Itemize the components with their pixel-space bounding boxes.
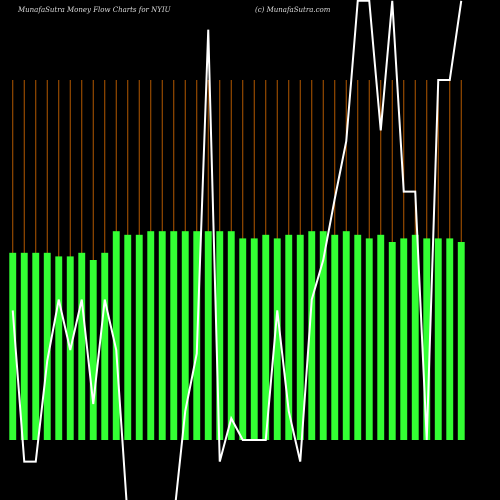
bar: [32, 252, 40, 440]
bar: [89, 260, 97, 440]
bar: [285, 234, 293, 440]
bar: [319, 231, 327, 440]
bar: [434, 238, 442, 440]
bar: [388, 242, 396, 440]
bar: [101, 252, 109, 440]
bar: [377, 234, 385, 440]
bar: [296, 234, 304, 440]
bar: [342, 231, 350, 440]
bar: [181, 231, 189, 440]
bar: [423, 238, 431, 440]
bar: [331, 234, 339, 440]
bar: [308, 231, 316, 440]
bar: [250, 238, 258, 440]
bar: [216, 231, 224, 440]
bar: [124, 234, 132, 440]
bar: [262, 234, 270, 440]
flow-line: [11, 0, 463, 500]
bar: [135, 234, 143, 440]
bar: [411, 234, 419, 440]
bar: [446, 238, 454, 440]
bar: [78, 252, 86, 440]
bar: [457, 242, 465, 440]
chart-title: MunafaSutra Money Flow Charts for NYIU: [17, 6, 172, 14]
plot: [9, 0, 465, 500]
bar: [273, 238, 281, 440]
bar: [239, 238, 247, 440]
bar: [55, 256, 63, 440]
bar: [227, 231, 235, 440]
chart-subtitle: (c) MunafaSutra.com: [255, 6, 331, 14]
bar: [365, 238, 373, 440]
bar: [400, 238, 408, 440]
bar: [204, 231, 212, 440]
bar: [170, 231, 178, 440]
bar: [354, 234, 362, 440]
bar: [20, 252, 28, 440]
bar: [112, 231, 120, 440]
bar: [158, 231, 166, 440]
bar: [9, 252, 17, 440]
bar: [147, 231, 155, 440]
bar: [43, 252, 51, 440]
